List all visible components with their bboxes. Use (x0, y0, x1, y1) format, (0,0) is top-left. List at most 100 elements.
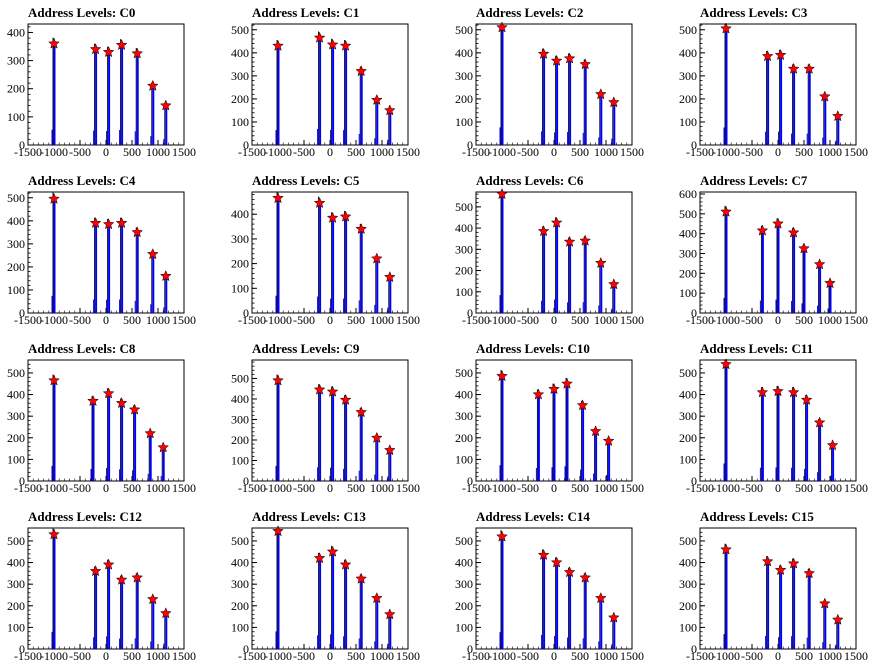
data-marker (89, 216, 102, 229)
data-bar (824, 603, 827, 649)
x-tick-label: 500 (571, 481, 589, 495)
data-bar (121, 579, 124, 649)
y-tick-label: 200 (455, 92, 473, 106)
y-tick-label: 100 (231, 453, 249, 467)
y-tick-label: 200 (455, 431, 473, 445)
x-tick-label: -1500 (462, 649, 490, 663)
x-tick-label: 1000 (370, 313, 394, 327)
data-bar (136, 53, 139, 146)
x-tick-label: 0 (103, 145, 109, 159)
data-marker (607, 96, 620, 108)
data-marker (370, 252, 383, 264)
y-tick-label: 300 (679, 577, 697, 591)
data-marker (496, 530, 508, 542)
data-marker (339, 210, 352, 222)
data-bar (136, 232, 139, 313)
x-tick-label: 0 (327, 145, 333, 159)
data-marker (370, 93, 383, 106)
data-bar (569, 58, 572, 146)
x-tick-label: 1500 (172, 481, 196, 495)
y-tick-label: 400 (231, 46, 249, 60)
x-tick-label: -1000 (488, 481, 516, 495)
data-bar (819, 264, 822, 313)
x-tick-label: 0 (775, 313, 781, 327)
data-bar (582, 405, 585, 481)
x-tick-label: -1500 (462, 481, 490, 495)
plot-frame (251, 23, 409, 146)
y-tick-label: 0 (243, 306, 249, 320)
x-tick-label: -500 (293, 145, 315, 159)
x-tick-label: 500 (571, 649, 589, 663)
data-marker (594, 88, 607, 100)
data-marker (563, 52, 576, 64)
plot-frame (27, 527, 185, 650)
data-marker (48, 528, 60, 540)
y-tick-label: 0 (467, 474, 473, 488)
y-tick-label: 400 (231, 392, 249, 406)
y-tick-label: 200 (7, 82, 25, 96)
y-tick-label: 600 (679, 187, 697, 201)
data-marker (576, 399, 589, 411)
data-bar (165, 613, 168, 649)
x-tick-label: 1000 (146, 649, 170, 663)
data-bar (319, 37, 322, 146)
data-marker (563, 235, 576, 247)
y-tick-label: 0 (467, 138, 473, 152)
chart-svg: 0 100 200 300 400 500 -1500-1000 -500 0 500 1000 15… (455, 359, 644, 495)
data-marker (561, 377, 573, 389)
data-bar (53, 380, 56, 481)
data-marker (803, 567, 816, 579)
data-marker (339, 558, 352, 570)
x-tick-label: 1000 (818, 313, 842, 327)
data-marker (89, 43, 102, 55)
y-tick-label: 0 (19, 474, 25, 488)
x-tick-label: -500 (517, 313, 539, 327)
data-marker (370, 431, 383, 443)
x-tick-label: 1500 (172, 649, 196, 663)
data-marker (159, 607, 172, 619)
data-marker (774, 48, 787, 61)
x-tick-label: 1500 (620, 649, 644, 663)
data-marker (579, 571, 592, 583)
data-marker (756, 386, 769, 398)
x-tick-label: 0 (327, 649, 333, 663)
data-marker (339, 393, 352, 405)
x-tick-label: 1000 (146, 313, 170, 327)
x-tick-label: -1000 (264, 313, 292, 327)
chart-panel-c6: Address Levels: C6 0 100 200 300 400 500 -1500-… (448, 168, 672, 336)
y-tick-label: 300 (7, 409, 25, 423)
data-marker (313, 196, 326, 209)
data-marker (602, 434, 615, 447)
chart-svg: 0 100 200 300 400 500 -1500-1000 -500 0 500 1000 15… (7, 191, 196, 327)
data-marker (800, 393, 813, 405)
chart-svg: 0 100 200 300 400 500 600 -1500-1000 -500 0 500 100… (679, 187, 868, 327)
chart-svg: 0 100 200 300 400 500 -1500-1000 -500 0 500 1000 15… (455, 527, 644, 663)
data-bar (832, 445, 835, 481)
data-marker (720, 543, 732, 555)
chart-title: Address Levels: C13 (252, 509, 366, 524)
data-marker (326, 545, 339, 557)
data-marker (798, 242, 810, 254)
x-tick-label: 1000 (146, 145, 170, 159)
data-marker (818, 90, 831, 102)
y-tick-label: 200 (231, 92, 249, 106)
data-bar (501, 376, 504, 481)
data-marker (144, 427, 157, 439)
data-bar (332, 217, 335, 313)
y-tick-label: 0 (691, 474, 697, 488)
y-tick-label: 0 (243, 138, 249, 152)
x-tick-label: -500 (293, 313, 315, 327)
data-marker (159, 269, 172, 282)
data-marker (720, 22, 732, 34)
data-marker (548, 382, 560, 395)
data-bar (608, 441, 611, 481)
data-marker (48, 192, 60, 204)
x-tick-label: -1000 (264, 481, 292, 495)
data-marker (313, 552, 326, 564)
chart-title: Address Levels: C1 (252, 5, 360, 20)
data-marker (272, 525, 284, 537)
y-tick-label: 100 (679, 286, 697, 300)
data-marker (131, 47, 144, 59)
data-bar (165, 276, 168, 313)
data-bar (332, 391, 335, 481)
